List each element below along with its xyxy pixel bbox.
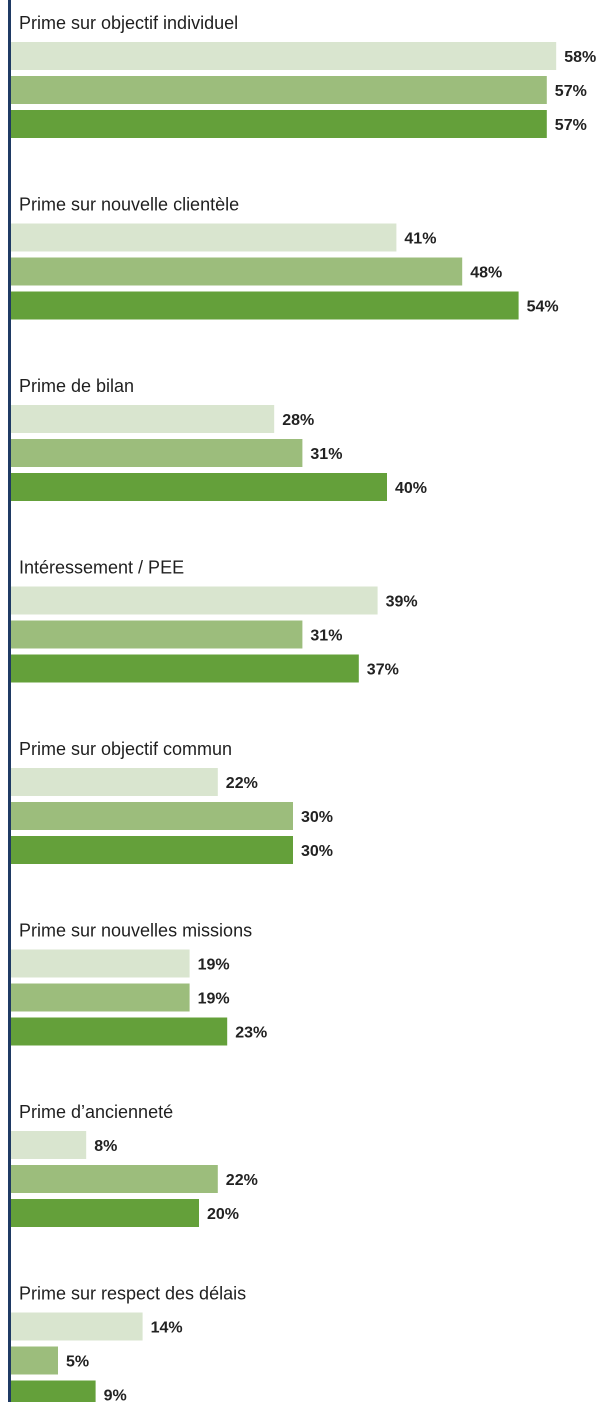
data-label: 19%	[198, 957, 230, 974]
category-label: Prime sur objectif individuel	[19, 13, 238, 33]
bar	[11, 1312, 143, 1341]
data-label: 30%	[301, 843, 333, 860]
data-label: 58%	[564, 49, 596, 66]
bar	[11, 768, 218, 796]
category-group: Prime d’ancienneté 8% 22% 20%	[11, 1102, 258, 1227]
bar	[11, 76, 547, 104]
data-label: 19%	[198, 991, 230, 1008]
data-label: 28%	[282, 412, 314, 429]
data-label: 22%	[226, 1172, 258, 1189]
bar	[11, 1346, 58, 1375]
bar	[11, 802, 293, 830]
bar	[11, 110, 547, 138]
category-group: Prime de bilan 28% 31% 40%	[11, 376, 427, 501]
category-group: Prime sur nouvelle clientèle 41% 48% 54%	[11, 195, 559, 320]
category-group: Prime sur objectif commun 22% 30% 30%	[11, 739, 333, 864]
category-label: Prime de bilan	[19, 376, 134, 396]
bar	[11, 949, 190, 978]
bar	[11, 1131, 87, 1159]
data-label: 20%	[207, 1206, 239, 1223]
bar	[11, 405, 275, 433]
bar	[11, 1165, 218, 1193]
bar	[11, 620, 303, 649]
category-label: Prime d’ancienneté	[19, 1102, 173, 1122]
data-label: 31%	[310, 628, 342, 645]
data-label: 57%	[555, 117, 587, 134]
bar	[11, 1199, 199, 1227]
data-label: 37%	[367, 662, 399, 679]
data-label: 5%	[66, 1354, 89, 1371]
data-label: 41%	[404, 231, 436, 248]
category-group: Intéressement / PEE 39% 31% 37%	[11, 558, 418, 683]
category-group: Prime sur nouvelles missions 19% 19% 23%	[11, 921, 267, 1046]
category-label: Prime sur nouvelles missions	[19, 921, 252, 941]
data-label: 9%	[104, 1388, 127, 1402]
bars-layer: Prime sur objectif individuel58%57%57%Pr…	[11, 13, 596, 1402]
data-label: 40%	[395, 480, 427, 497]
bar	[11, 1017, 228, 1046]
bar	[11, 586, 378, 615]
data-label: 8%	[94, 1138, 117, 1155]
data-label: 57%	[555, 83, 587, 100]
bar	[11, 223, 397, 252]
category-group: Prime sur objectif individuel 58% 57% 57%	[11, 13, 596, 138]
category-label: Prime sur objectif commun	[19, 739, 232, 759]
data-label: 22%	[226, 775, 258, 792]
data-label: 23%	[235, 1025, 267, 1042]
data-label: 39%	[386, 594, 418, 611]
bar	[11, 257, 463, 286]
data-label: 31%	[310, 446, 342, 463]
bar	[11, 42, 557, 70]
data-label: 48%	[470, 265, 502, 282]
category-label: Intéressement / PEE	[19, 558, 184, 578]
bar	[11, 1380, 96, 1402]
category-label: Prime sur respect des délais	[19, 1284, 246, 1304]
data-label: 14%	[151, 1320, 183, 1337]
bar	[11, 291, 519, 320]
bar	[11, 983, 190, 1012]
bar	[11, 836, 293, 864]
category-label: Prime sur nouvelle clientèle	[19, 195, 239, 215]
bar	[11, 439, 303, 467]
category-group: Prime sur respect des délais 14% 5% 9%	[11, 1284, 246, 1402]
data-label: 30%	[301, 809, 333, 826]
data-label: 54%	[527, 299, 559, 316]
bar	[11, 654, 359, 683]
bar	[11, 473, 387, 501]
